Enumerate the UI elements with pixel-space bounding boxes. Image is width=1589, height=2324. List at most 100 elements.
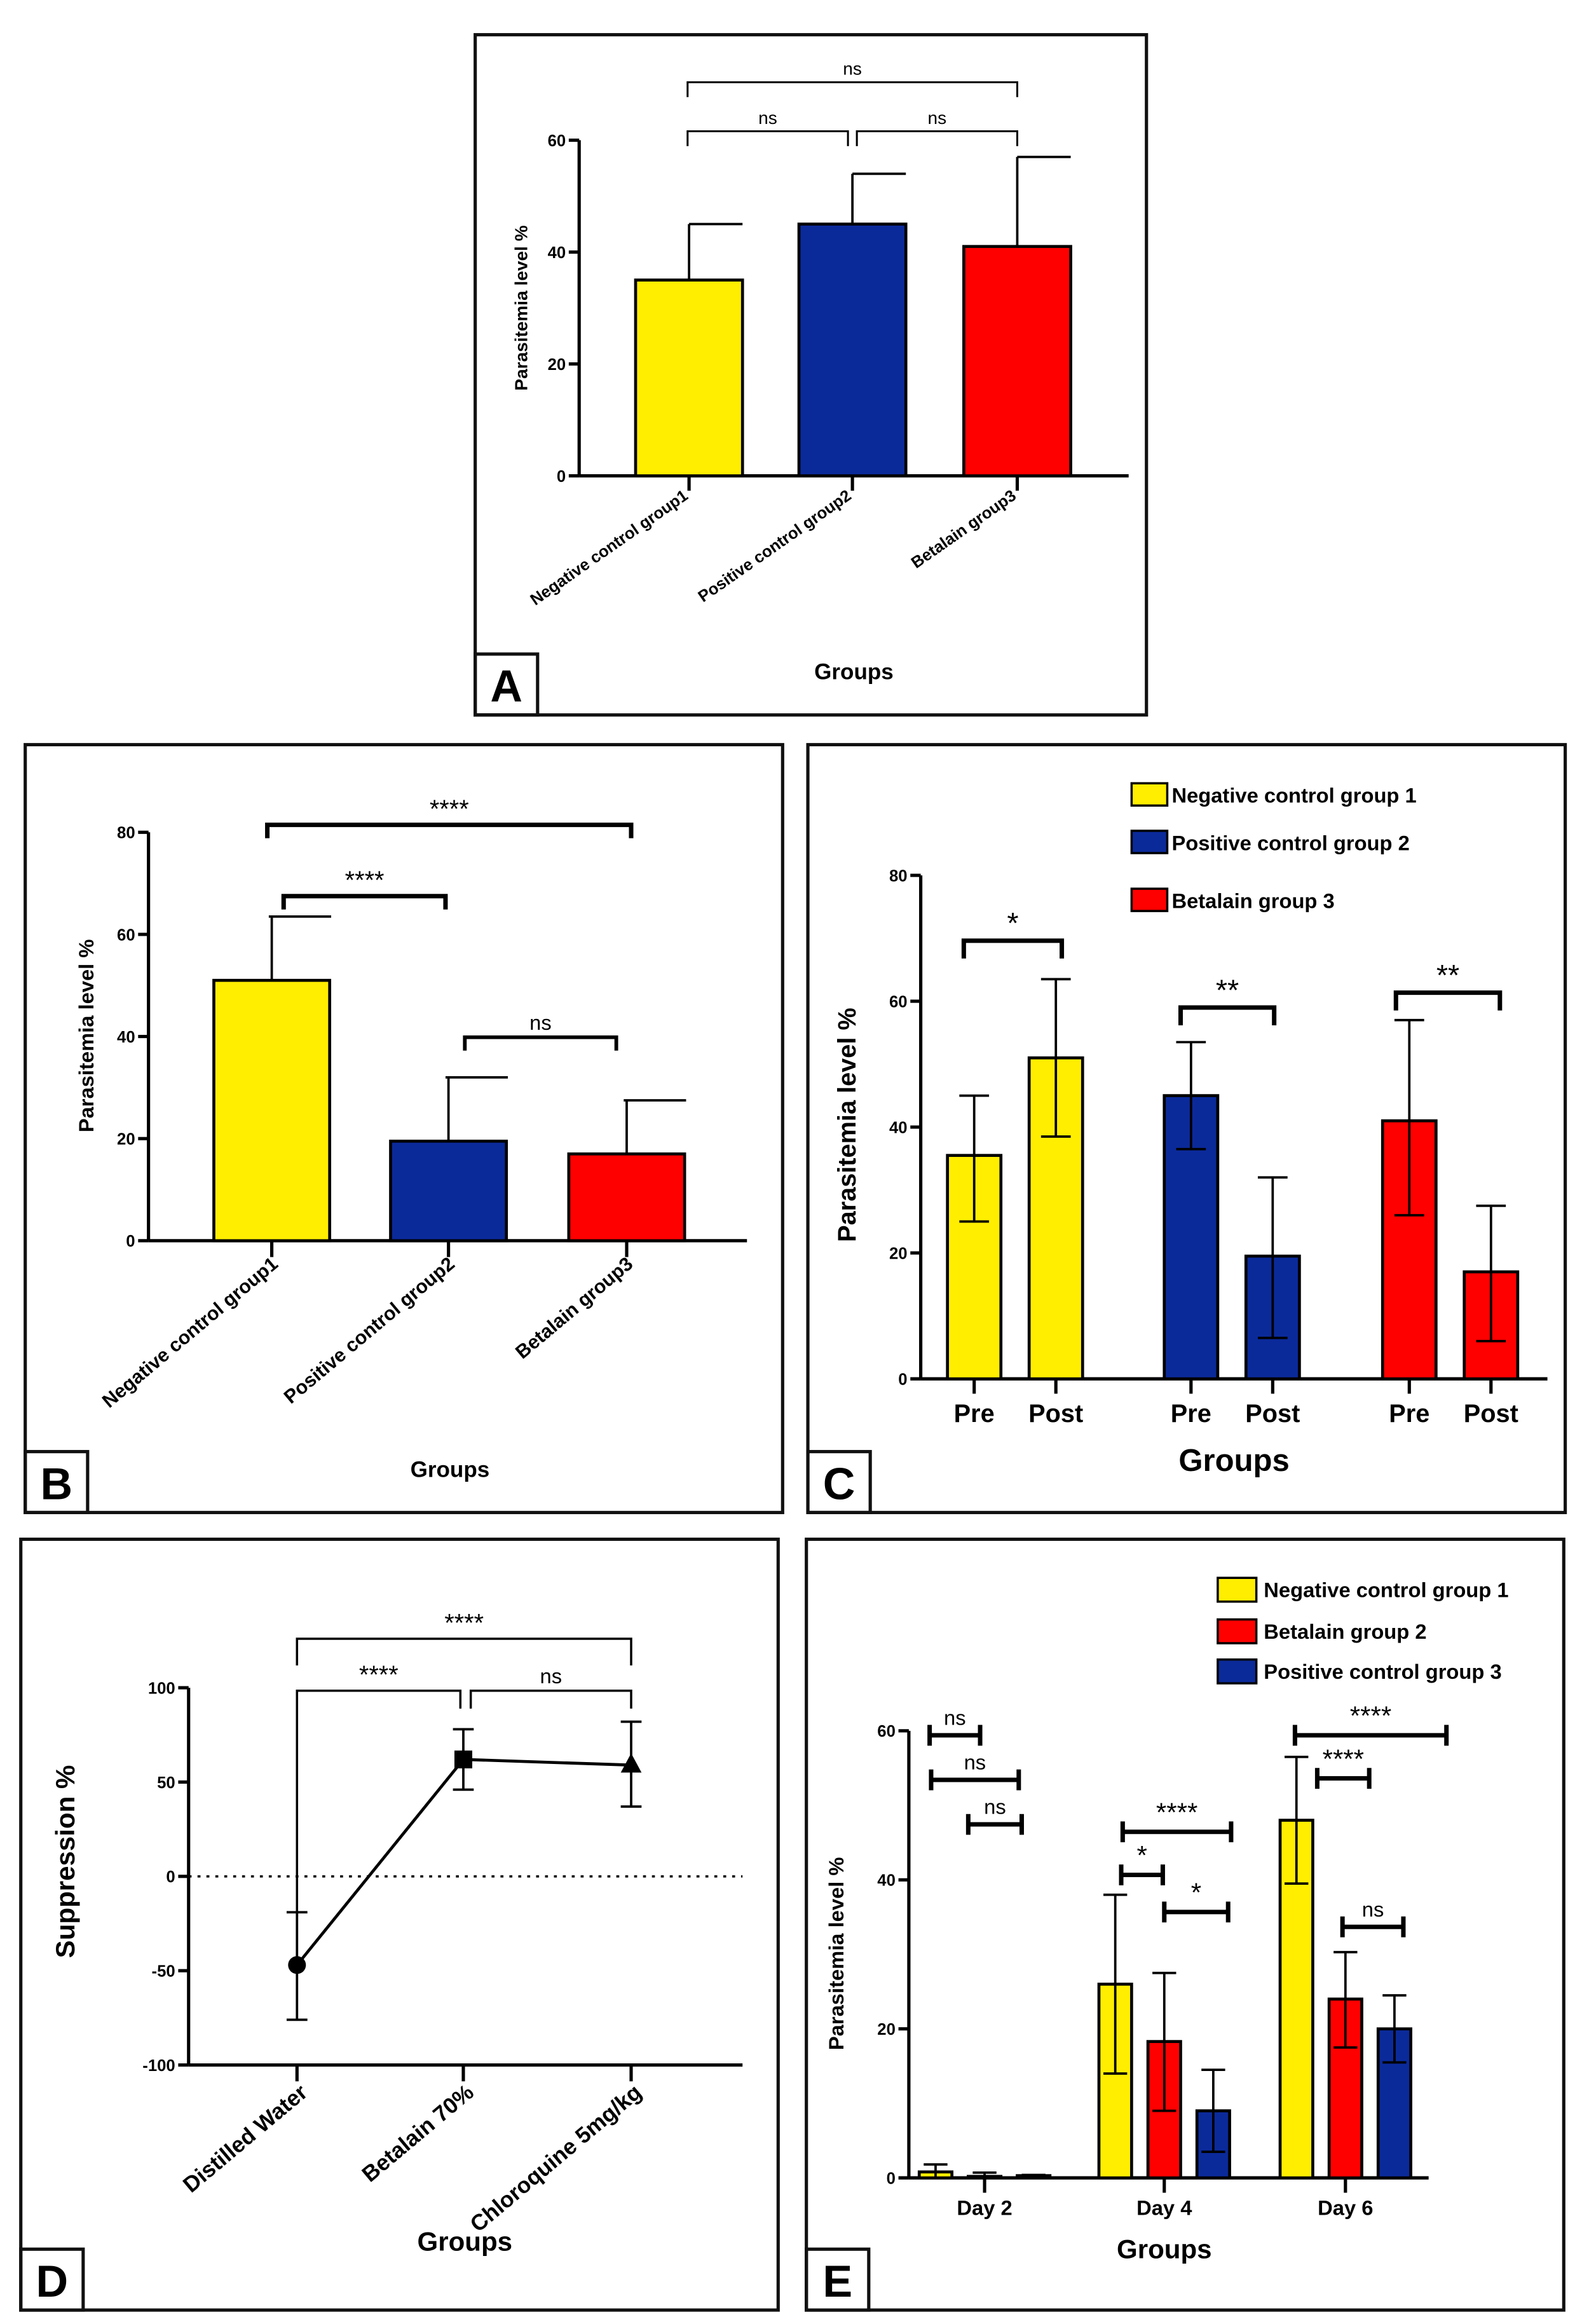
significance-bracket — [927, 1725, 983, 1746]
significance-label: **** — [1323, 1744, 1364, 1774]
y-tick-label: 60 — [117, 926, 135, 944]
panel-letter-box — [19, 2247, 85, 2312]
significance-bracket — [961, 938, 1065, 959]
legend-label: Positive control group 2 — [1171, 831, 1409, 854]
y-tick-label: 0 — [898, 1370, 907, 1388]
y-tick-label: 60 — [548, 132, 566, 150]
significance-label: * — [1007, 906, 1018, 940]
legend-label: Betalain group 3 — [1171, 889, 1334, 912]
x-axis-label: Groups — [1178, 1444, 1289, 1478]
x-tick-label: Negative control group1 — [99, 1254, 282, 1412]
y-tick-label: -50 — [152, 1963, 175, 1981]
significance-label: ns — [984, 1795, 1006, 1819]
triangle-marker — [620, 1753, 642, 1773]
x-tick-label: Betalain group3 — [512, 1254, 637, 1364]
y-tick-label: 20 — [889, 1245, 908, 1262]
significance-label: ** — [1436, 959, 1459, 992]
significance-bracket — [686, 130, 849, 146]
significance-bracket — [1393, 990, 1503, 1011]
significance-bracket — [929, 1769, 1021, 1791]
y-tick-label: 0 — [126, 1233, 135, 1250]
significance-label: * — [1191, 1878, 1201, 1908]
panel-frame-D — [19, 1537, 780, 2312]
legend-label: Positive control group 3 — [1264, 1660, 1501, 1683]
y-tick-label: -100 — [142, 2057, 175, 2075]
x-tick-label: Day 6 — [1318, 2196, 1373, 2220]
bar — [567, 1152, 686, 1243]
significance-bracket — [856, 130, 1018, 146]
panel-frame-A — [474, 33, 1149, 717]
y-axis-label: Parasitemia level % — [511, 225, 531, 390]
y-tick-label: 20 — [877, 2021, 896, 2039]
significance-bracket — [686, 81, 1018, 97]
bar — [634, 278, 744, 477]
significance-label: ns — [964, 1751, 986, 1774]
bar — [1327, 1997, 1363, 2180]
significance-bracket — [965, 1814, 1024, 1835]
significance-bracket — [1314, 1768, 1372, 1789]
x-tick-label: Betalain group3 — [908, 487, 1020, 572]
legend-swatch — [1130, 830, 1169, 854]
legend-swatch — [1130, 782, 1169, 807]
significance-label: ns — [540, 1664, 563, 1688]
x-tick-label: Pre — [954, 1400, 995, 1428]
x-tick-label: Pre — [1389, 1400, 1429, 1428]
panel-letter-box — [806, 1450, 872, 1514]
x-tick-label: Chloroquine 5mg/kg — [465, 2080, 646, 2238]
significance-bracket — [1178, 1005, 1277, 1026]
circle-marker — [288, 1956, 306, 1974]
bar — [212, 978, 332, 1243]
x-axis-label: Groups — [814, 660, 894, 685]
significance-label: **** — [444, 1609, 484, 1637]
y-axis-label: Suppression % — [50, 1765, 80, 1958]
y-tick-label: 40 — [117, 1029, 135, 1046]
x-tick-label: Post — [1245, 1400, 1300, 1428]
significance-label: ** — [1216, 973, 1239, 1006]
x-tick-label: Distilled Water — [179, 2079, 313, 2198]
x-tick-label: Positive control group2 — [695, 487, 854, 606]
significance-bracket — [1340, 1916, 1406, 1938]
x-tick-label: Pre — [1171, 1400, 1211, 1428]
panel-letter-box — [805, 2247, 871, 2312]
y-tick-label: 40 — [889, 1119, 908, 1137]
x-tick-label: Post — [1028, 1400, 1083, 1428]
y-tick-label: 60 — [877, 1723, 896, 1740]
x-tick-label: Day 4 — [1136, 2196, 1192, 2220]
significance-label: ns — [1362, 1897, 1384, 1921]
significance-label: **** — [430, 795, 469, 823]
panel-letter: C — [823, 1459, 856, 1508]
significance-label: ns — [944, 1706, 966, 1730]
legend-label: Betalain group 2 — [1264, 1620, 1426, 1643]
legend-label: Negative control group 1 — [1264, 1578, 1508, 1602]
significance-bracket — [296, 1690, 462, 1917]
significance-bracket — [265, 823, 634, 838]
significance-label: * — [1137, 1840, 1147, 1870]
significance-bracket — [1292, 1725, 1449, 1746]
legend-swatch — [1217, 1576, 1258, 1603]
y-axis-label: Parasitemia level % — [74, 940, 98, 1133]
bar — [389, 1139, 508, 1243]
significance-label: **** — [1156, 1797, 1197, 1827]
panel-letter-box — [24, 1450, 90, 1514]
y-tick-label: 60 — [889, 993, 908, 1011]
y-tick-label: 80 — [117, 824, 135, 842]
significance-bracket — [281, 894, 448, 910]
y-tick-label: 80 — [889, 867, 908, 885]
y-tick-label: 0 — [887, 2170, 896, 2187]
y-tick-label: 20 — [117, 1131, 135, 1149]
significance-bracket — [463, 1035, 618, 1051]
y-tick-label: 20 — [548, 356, 566, 374]
y-tick-label: 100 — [148, 1679, 175, 1697]
y-tick-label: 40 — [548, 244, 566, 262]
significance-bracket — [1119, 1864, 1165, 1885]
significance-bracket — [1162, 1901, 1231, 1923]
legend-label: Negative control group 1 — [1171, 784, 1416, 807]
y-tick-label: 50 — [157, 1774, 175, 1792]
panel-letter: A — [490, 662, 522, 711]
significance-bracket — [1120, 1821, 1234, 1843]
x-tick-label: Negative control group1 — [527, 487, 691, 609]
legend-swatch — [1217, 1618, 1258, 1644]
panel-letter: B — [40, 1459, 72, 1508]
x-axis-label: Groups — [411, 1457, 490, 1482]
